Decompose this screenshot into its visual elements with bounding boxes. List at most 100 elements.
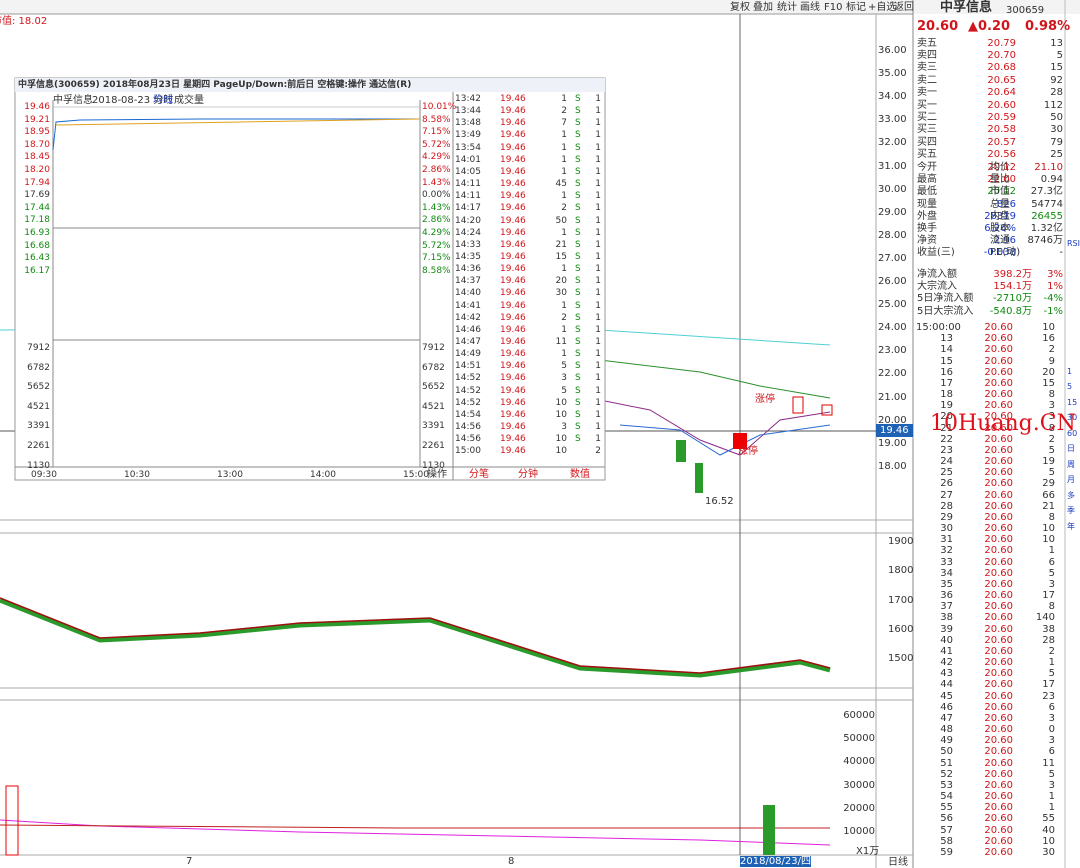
price-label: 17.69 <box>24 190 50 201</box>
trade-cell: 15 <box>555 251 567 262</box>
price-axis-label: 24.00 <box>878 322 907 334</box>
trade-cell: 14:01 <box>455 154 481 165</box>
trade-cell: 14:42 <box>455 312 481 323</box>
tick-time: 28 <box>940 500 953 512</box>
label: 28319 <box>984 210 1016 222</box>
toolbar-button[interactable]: 统计 <box>777 2 797 13</box>
tab[interactable]: 操作 <box>427 469 447 480</box>
price-label: 16.43 <box>24 253 50 264</box>
tab[interactable]: 数值 <box>570 469 590 480</box>
tool-button[interactable]: 日 <box>1067 444 1075 453</box>
label: 最高 <box>917 174 937 186</box>
pct-label: 10.01% <box>422 102 457 112</box>
label: 8 <box>508 856 515 867</box>
tick-time: 17 <box>940 377 953 389</box>
label: 20.56 <box>987 148 1016 160</box>
label: 7 <box>186 856 193 867</box>
tool-button[interactable]: 季 <box>1067 506 1075 515</box>
label: 20.12 <box>987 162 1016 173</box>
tick-volume: 9 <box>1048 355 1055 367</box>
tab[interactable]: 分笔 <box>469 469 489 480</box>
indicator-axis-label: 1600 <box>888 623 914 635</box>
tick-volume: 2 <box>1048 433 1055 445</box>
toolbar-button[interactable]: 画线 <box>800 2 820 13</box>
tick-volume: 8 <box>1048 389 1055 401</box>
trade-cell: 1 <box>595 361 601 372</box>
trade-cell: 19.46 <box>500 166 526 177</box>
volume-axis-label: 20000 <box>843 802 875 814</box>
label: 20.64 <box>987 86 1016 98</box>
trade-cell: 1 <box>595 276 601 287</box>
trade-cell: 13:42 <box>455 94 481 104</box>
tick-price: 20.60 <box>984 333 1013 345</box>
toolbar-button[interactable]: 返回 <box>894 2 914 13</box>
trade-cell: 19.46 <box>500 276 526 287</box>
tool-button[interactable]: RSI <box>1067 239 1080 248</box>
tool-button[interactable]: 60 <box>1067 428 1078 438</box>
time-label: 15:00 <box>403 470 429 480</box>
tool-button[interactable]: 30 <box>1067 413 1078 422</box>
price-label: 17.44 <box>24 202 50 213</box>
tool-button[interactable]: 年 <box>1067 521 1075 531</box>
volume-axis-label: 50000 <box>843 733 875 745</box>
tick-price: 20.60 <box>984 824 1013 836</box>
tick-volume: 1 <box>1048 657 1055 669</box>
toolbar-button[interactable]: F10 <box>824 2 843 13</box>
tick-price: 20.60 <box>984 422 1013 434</box>
trade-cell: S <box>575 422 581 433</box>
tool-button[interactable]: 多 <box>1067 490 1075 500</box>
trade-cell: 14:05 <box>455 166 481 177</box>
price-label: 16.68 <box>24 240 50 251</box>
tick-price: 20.60 <box>984 556 1013 568</box>
tick-volume: 55 <box>1042 813 1055 825</box>
trade-cell: 1 <box>561 130 567 141</box>
trade-cell: 19.46 <box>500 227 526 238</box>
volume-axis-label: 60000 <box>843 710 875 721</box>
pct-label: 8.58% <box>422 265 451 276</box>
watermark: 10Huang.CN <box>930 411 1076 436</box>
trade-cell: 1 <box>595 227 601 238</box>
trade-cell: S <box>575 337 581 347</box>
label: 最低 <box>917 186 937 198</box>
label: 25 <box>1050 148 1063 160</box>
trade-cell: 1 <box>595 324 601 335</box>
tick-time: 18 <box>940 389 953 401</box>
trade-cell: 14:17 <box>455 203 481 214</box>
tool-button[interactable]: 月 <box>1067 475 1075 484</box>
label: 20.60 <box>917 19 959 34</box>
label: 涨停 <box>755 394 775 405</box>
price-axis-label: 34.00 <box>878 91 907 103</box>
tick-time: 52 <box>940 768 953 780</box>
toolbar-button[interactable]: +自选 <box>868 2 897 13</box>
trade-cell: 14:35 <box>455 251 481 262</box>
tick-price: 20.60 <box>984 768 1013 780</box>
tick-time: 45 <box>940 690 953 702</box>
price-axis-label: 18.00 <box>878 460 907 472</box>
tool-button[interactable]: 1 <box>1067 366 1073 376</box>
tick-time: 34 <box>940 567 953 579</box>
tick-time: 53 <box>940 779 953 791</box>
tab[interactable]: 分钟 <box>518 469 538 480</box>
tick-volume: 1 <box>1048 545 1055 557</box>
period-button[interactable]: 日线 <box>888 857 908 868</box>
price-label: 16.93 <box>24 228 50 238</box>
tick-price: 20.60 <box>984 322 1013 333</box>
toolbar-button[interactable]: 复权 <box>730 2 750 13</box>
toolbar-button[interactable]: 叠加 <box>753 2 773 13</box>
label: 大宗流入 <box>917 281 957 293</box>
trade-cell: 14:47 <box>455 337 481 347</box>
tool-button[interactable]: 周 <box>1067 459 1075 469</box>
trade-cell: 1 <box>595 373 601 384</box>
trade-cell: 1 <box>595 434 601 445</box>
trade-cell: S <box>575 191 581 202</box>
tick-time: 41 <box>940 645 953 657</box>
trade-cell: 1 <box>595 215 601 226</box>
tool-button[interactable]: 15 <box>1067 397 1078 407</box>
label: 2018/08/23/四 <box>740 856 812 867</box>
toolbar-button[interactable]: 标记 <box>846 2 866 13</box>
tool-button[interactable]: 5 <box>1067 382 1073 391</box>
volume-axis-label: 10000 <box>843 826 875 837</box>
label: 154.1万 <box>993 281 1032 293</box>
trade-cell: S <box>575 264 581 275</box>
trade-cell: 1 <box>595 312 601 323</box>
